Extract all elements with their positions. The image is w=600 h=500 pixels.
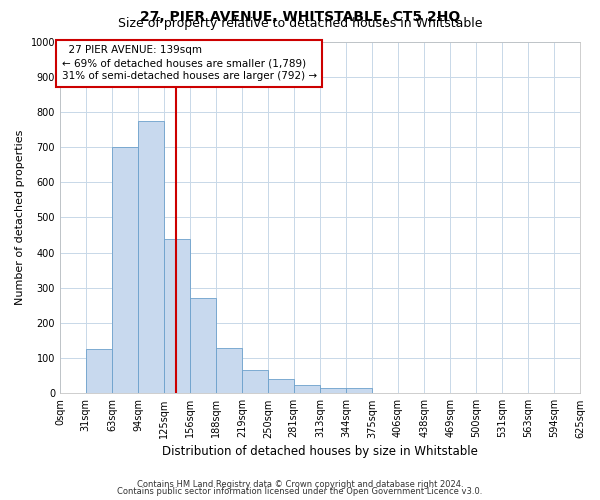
Text: 27 PIER AVENUE: 139sqm
← 69% of detached houses are smaller (1,789)
31% of semi-: 27 PIER AVENUE: 139sqm ← 69% of detached… [62, 45, 317, 82]
Y-axis label: Number of detached properties: Number of detached properties [15, 130, 25, 305]
Bar [242, 370, 268, 394]
Bar [346, 388, 372, 394]
Bar [112, 147, 138, 394]
Bar [268, 379, 294, 394]
Bar [86, 350, 112, 394]
Text: Contains HM Land Registry data © Crown copyright and database right 2024.: Contains HM Land Registry data © Crown c… [137, 480, 463, 489]
Text: Contains public sector information licensed under the Open Government Licence v3: Contains public sector information licen… [118, 487, 482, 496]
Text: Size of property relative to detached houses in Whitstable: Size of property relative to detached ho… [118, 18, 482, 30]
Bar [138, 120, 164, 394]
Bar [190, 298, 217, 394]
Bar [294, 384, 320, 394]
X-axis label: Distribution of detached houses by size in Whitstable: Distribution of detached houses by size … [162, 444, 478, 458]
Bar [320, 388, 346, 394]
Bar [217, 348, 242, 394]
Text: 27, PIER AVENUE, WHITSTABLE, CT5 2HQ: 27, PIER AVENUE, WHITSTABLE, CT5 2HQ [140, 10, 460, 24]
Bar [164, 238, 190, 394]
